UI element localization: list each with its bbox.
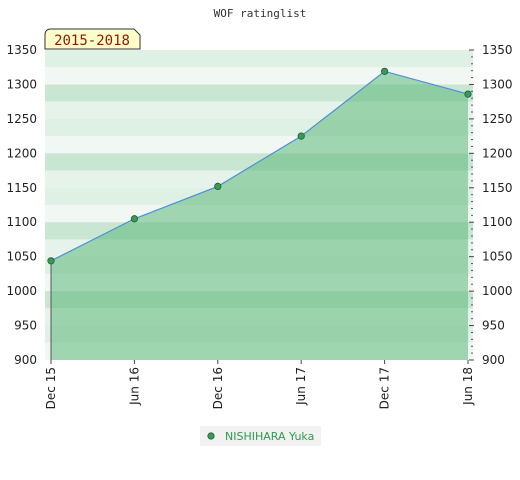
band <box>45 67 473 85</box>
data-point <box>380 67 389 75</box>
y-tick-label-right: 1100 <box>482 215 513 229</box>
x-tick-label: Jun 17 <box>294 367 308 406</box>
legend-label: NISHIHARA Yuka <box>225 430 314 443</box>
data-markers <box>47 67 472 265</box>
y-ticks-left: 900 950 1000 1050 1100 1150 1200 1250 1300 1350 <box>6 43 37 367</box>
x-tick-label: Dec 15 <box>44 367 58 409</box>
x-tick-label: Jun 18 <box>461 367 475 406</box>
data-point <box>130 215 138 223</box>
rating-area <box>51 71 468 360</box>
data-point <box>47 257 55 265</box>
x-tick-label: Dec 16 <box>211 367 225 409</box>
legend[interactable]: NISHIHARA Yuka <box>200 426 321 446</box>
y-tick-label-left: 1250 <box>6 112 37 126</box>
y-tick-label-left: 1350 <box>6 43 37 57</box>
legend-marker-icon <box>207 432 215 440</box>
y-tick-label-right: 1150 <box>482 181 513 195</box>
x-tick-label: Dec 17 <box>378 367 392 409</box>
y-tick-label-right: 1000 <box>482 284 513 298</box>
band <box>45 50 473 68</box>
y-tick-label-right: 1050 <box>482 250 513 264</box>
period-badge: 2015-2018 <box>44 28 141 50</box>
rating-line <box>50 70 469 262</box>
y-tick-label-right: 1250 <box>482 112 513 126</box>
y-tick-label-left: 900 <box>14 353 37 367</box>
y-tick-label-right: 900 <box>482 353 505 367</box>
y-tick-label-right: 1300 <box>482 77 513 91</box>
data-point <box>214 182 222 190</box>
y-ticks-right: 900 950 1000 1050 1100 1150 1200 1250 1300 1350 <box>469 43 513 367</box>
chart-title: WOF ratinglist <box>214 7 307 20</box>
legend-box <box>200 426 321 446</box>
y-tick-label-right: 1350 <box>482 43 513 57</box>
period-badge-box <box>44 28 141 50</box>
y-tick-label-left: 1000 <box>6 284 37 298</box>
x-tick-label: Jun 16 <box>127 367 141 406</box>
y-tick-label-left: 1100 <box>6 215 37 229</box>
y-tick-label-left: 1050 <box>6 250 37 264</box>
minor-ticks-right <box>471 56 473 354</box>
y-tick-label-right: 1200 <box>482 146 513 160</box>
y-tick-label-right: 950 <box>482 319 505 333</box>
y-tick-label-left: 1300 <box>6 77 37 91</box>
data-point <box>297 132 305 140</box>
y-tick-label-left: 1200 <box>6 146 37 160</box>
period-badge-label: 2015-2018 <box>54 33 130 49</box>
y-tick-label-left: 950 <box>14 319 37 333</box>
x-ticks: Dec 15 Jun 16 Dec 16 Jun 17 Dec 17 Jun 18 <box>44 360 475 409</box>
data-point <box>464 90 472 98</box>
y-tick-label-left: 1150 <box>6 181 37 195</box>
